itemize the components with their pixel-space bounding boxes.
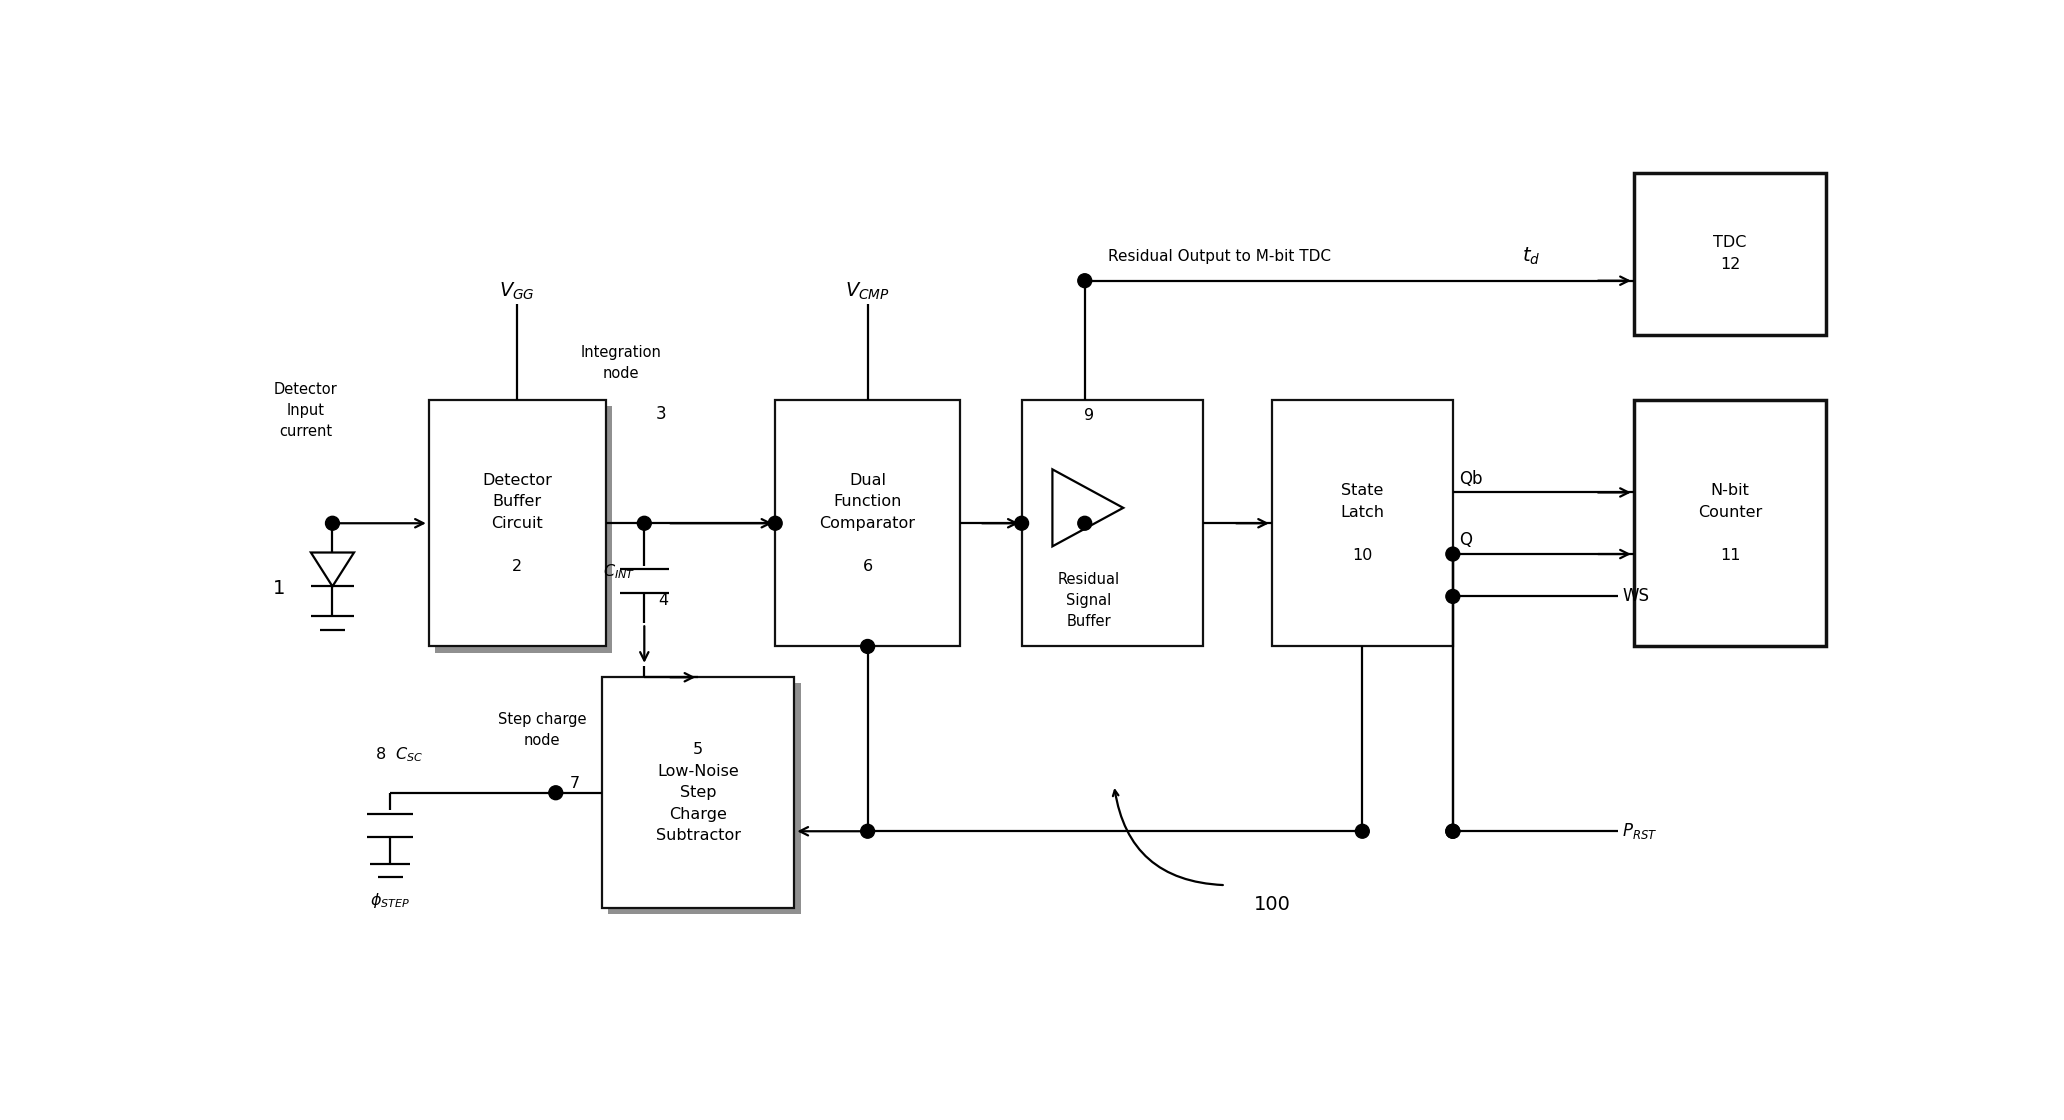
Circle shape (1447, 824, 1459, 838)
Text: State
Latch

10: State Latch 10 (1340, 484, 1385, 563)
Text: 3: 3 (656, 405, 667, 423)
Text: Detector
Input
current: Detector Input current (275, 382, 336, 439)
Circle shape (326, 516, 338, 530)
FancyBboxPatch shape (1635, 172, 1827, 335)
Circle shape (1077, 273, 1092, 288)
FancyBboxPatch shape (436, 407, 611, 653)
Circle shape (1447, 548, 1459, 561)
Circle shape (1447, 824, 1459, 838)
Circle shape (1077, 516, 1092, 530)
Text: 100: 100 (1253, 895, 1290, 914)
FancyBboxPatch shape (609, 683, 801, 914)
Text: Q: Q (1459, 531, 1472, 549)
Text: Detector
Buffer
Circuit

2: Detector Buffer Circuit 2 (483, 473, 553, 573)
Text: Integration
node: Integration node (580, 345, 663, 381)
Text: Qb: Qb (1459, 469, 1482, 487)
FancyBboxPatch shape (1271, 400, 1453, 646)
Text: 4: 4 (658, 592, 669, 607)
Circle shape (1015, 516, 1028, 530)
FancyBboxPatch shape (603, 678, 795, 908)
FancyBboxPatch shape (1635, 400, 1827, 646)
Text: TDC
12: TDC 12 (1713, 235, 1746, 272)
Text: 7: 7 (570, 776, 580, 791)
Text: $V_{GG}$: $V_{GG}$ (499, 281, 535, 302)
Text: Residual
Signal
Buffer: Residual Signal Buffer (1057, 571, 1119, 628)
Text: $\phi_{STEP}$: $\phi_{STEP}$ (369, 892, 411, 911)
FancyBboxPatch shape (1022, 400, 1203, 646)
Circle shape (1447, 589, 1459, 604)
Text: 9: 9 (1084, 408, 1094, 423)
Text: $t_d$: $t_d$ (1521, 245, 1540, 267)
Text: Dual
Function
Comparator

6: Dual Function Comparator 6 (819, 473, 916, 573)
Circle shape (768, 516, 782, 530)
Text: 5
Low-Noise
Step
Charge
Subtractor: 5 Low-Noise Step Charge Subtractor (656, 743, 741, 843)
Text: 1: 1 (272, 579, 285, 598)
Text: WS: WS (1622, 587, 1649, 606)
FancyBboxPatch shape (776, 400, 960, 646)
Text: $C_{INT}$: $C_{INT}$ (603, 562, 636, 581)
Circle shape (861, 640, 875, 653)
Circle shape (549, 786, 563, 800)
Text: $P_{RST}$: $P_{RST}$ (1622, 821, 1657, 841)
Text: Step charge
node: Step charge node (497, 712, 586, 748)
Text: $V_{CMP}$: $V_{CMP}$ (844, 281, 890, 302)
Text: 8  $C_{SC}$: 8 $C_{SC}$ (376, 745, 423, 764)
Text: N-bit
Counter

11: N-bit Counter 11 (1699, 484, 1763, 563)
FancyBboxPatch shape (429, 400, 607, 646)
Circle shape (1356, 824, 1368, 838)
Text: Residual Output to M-bit TDC: Residual Output to M-bit TDC (1108, 249, 1331, 263)
Circle shape (861, 824, 875, 838)
Circle shape (638, 516, 652, 530)
